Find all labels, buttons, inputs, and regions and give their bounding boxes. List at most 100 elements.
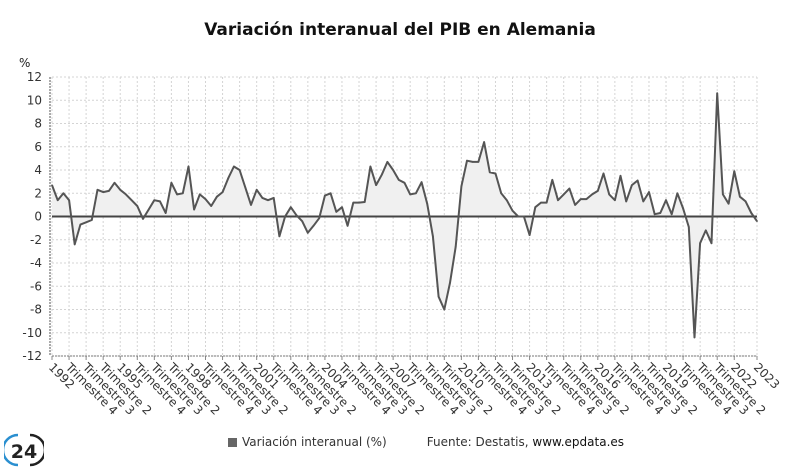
legend: Variación interanual (%) Fuente: Destati… xyxy=(228,435,624,449)
data-point xyxy=(409,193,411,196)
data-point xyxy=(648,191,650,193)
data-point xyxy=(233,165,235,168)
data-point xyxy=(369,165,372,168)
series-area xyxy=(52,93,757,338)
y-tick-label: 4 xyxy=(34,163,42,177)
chart-title: Variación interanual del PIB en Alemania xyxy=(204,20,596,40)
data-point xyxy=(528,234,531,236)
legend-label: Variación interanual (%) xyxy=(242,435,387,449)
data-point xyxy=(750,212,753,214)
data-point xyxy=(676,192,679,195)
data-point xyxy=(659,212,662,214)
data-point xyxy=(585,198,588,200)
data-point xyxy=(119,188,122,191)
data-point xyxy=(398,179,400,181)
data-point xyxy=(392,169,394,171)
data-point xyxy=(619,175,622,177)
data-point xyxy=(517,215,520,218)
y-tick-label: -10 xyxy=(22,326,42,340)
data-point xyxy=(426,202,429,205)
data-point xyxy=(687,226,690,228)
data-point xyxy=(250,204,252,206)
data-point xyxy=(62,192,65,195)
data-point xyxy=(358,201,360,204)
data-point xyxy=(739,195,741,198)
data-point xyxy=(170,181,173,184)
data-point xyxy=(756,220,758,222)
data-point xyxy=(79,223,82,226)
data-point xyxy=(181,192,184,195)
data-point xyxy=(312,225,315,227)
data-point xyxy=(699,242,701,245)
data-point xyxy=(193,208,195,211)
data-point xyxy=(653,213,656,215)
data-point xyxy=(534,206,537,208)
data-point xyxy=(562,193,565,196)
data-point xyxy=(51,184,53,186)
data-point xyxy=(443,308,446,311)
data-point xyxy=(187,165,190,168)
data-point xyxy=(574,204,576,206)
y-tick-label: 12 xyxy=(27,70,42,84)
y-axis-unit-label: % xyxy=(19,56,31,70)
logo-text: 24 xyxy=(11,441,37,463)
data-point xyxy=(705,229,707,232)
data-point xyxy=(335,211,338,213)
data-point xyxy=(403,181,406,184)
data-point xyxy=(386,161,389,163)
y-tick-label: -12 xyxy=(22,349,42,363)
y-tick-label: 8 xyxy=(34,117,42,131)
data-point xyxy=(125,193,127,196)
logo-24: 24 xyxy=(4,433,44,467)
data-point xyxy=(506,199,508,202)
data-point xyxy=(159,200,161,203)
data-point xyxy=(551,179,554,181)
data-point xyxy=(363,201,366,203)
y-tick-label: 10 xyxy=(27,93,42,107)
source-link[interactable]: www.epdata.es xyxy=(532,435,625,449)
data-point xyxy=(221,191,224,193)
data-point xyxy=(164,212,167,214)
data-point xyxy=(471,161,474,163)
data-point xyxy=(210,205,212,207)
data-point xyxy=(579,198,582,200)
data-point xyxy=(642,200,645,203)
data-point xyxy=(199,193,201,196)
data-point xyxy=(289,206,292,208)
data-point xyxy=(329,192,332,195)
data-point xyxy=(523,215,525,218)
data-point xyxy=(113,181,116,184)
data-point xyxy=(722,193,724,196)
data-point xyxy=(540,201,542,204)
data-point xyxy=(244,186,247,189)
data-point xyxy=(301,220,303,222)
data-point xyxy=(255,188,258,191)
data-point xyxy=(568,187,571,190)
data-point xyxy=(415,192,417,195)
data-point xyxy=(437,295,440,298)
data-point xyxy=(432,235,434,238)
data-point xyxy=(136,205,139,207)
y-tick-label: -8 xyxy=(30,303,42,317)
data-point xyxy=(380,173,383,176)
data-point xyxy=(90,219,93,221)
data-point xyxy=(346,225,349,227)
data-point xyxy=(216,195,218,198)
data-point xyxy=(727,202,730,205)
data-point xyxy=(375,184,377,186)
data-point xyxy=(153,199,156,202)
data-point xyxy=(352,201,355,204)
source-prefix: Fuente: Destatis, xyxy=(426,435,533,449)
data-point xyxy=(625,200,628,203)
data-point xyxy=(557,199,559,202)
y-tick-label: 6 xyxy=(34,140,42,154)
data-point xyxy=(500,192,502,195)
data-point xyxy=(693,336,696,339)
data-point xyxy=(272,197,275,199)
data-point xyxy=(733,170,736,172)
data-point xyxy=(483,141,485,143)
legend-swatch xyxy=(228,438,237,447)
y-tick-label: 0 xyxy=(34,210,42,224)
data-point xyxy=(716,92,719,95)
